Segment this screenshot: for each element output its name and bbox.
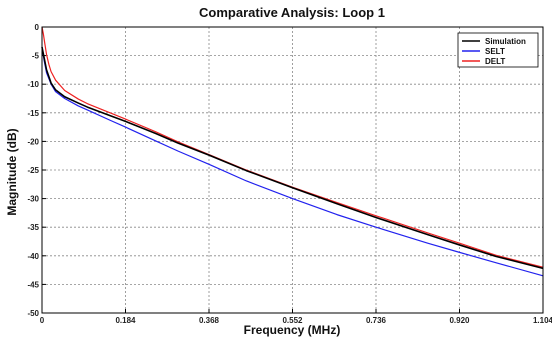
x-tick-label: 0.920 (449, 316, 470, 325)
y-tick-label: -30 (27, 195, 39, 204)
legend-box (457, 32, 539, 68)
series-line-delt (41, 26, 544, 268)
legend-label-delt: DELT (485, 57, 505, 66)
chart-title: Comparative Analysis: Loop 1 (199, 5, 385, 20)
x-tick-label: 0 (40, 316, 45, 325)
x-tick-label: 0.552 (282, 316, 303, 325)
legend-label-selt: SELT (485, 47, 505, 56)
y-tick-label: -40 (27, 252, 39, 261)
series-line-simulation (41, 46, 544, 270)
series-layer (41, 26, 544, 277)
x-tick-label: 0.368 (199, 316, 220, 325)
x-tick-label: 0.736 (366, 316, 387, 325)
y-tick-label: -25 (27, 166, 39, 175)
y-tick-label: -35 (27, 223, 39, 232)
y-tick-label: -10 (27, 80, 39, 89)
y-tick-label: -20 (27, 137, 39, 146)
x-axis-label: Frequency (MHz) (244, 323, 341, 337)
y-tick-label: -5 (32, 52, 40, 61)
axis-ticks: 0 0.184 0.368 0.552 0.736 0.920 1.104 0 -5 -10 -15… (27, 23, 552, 325)
y-tick-label: -50 (27, 309, 39, 318)
legend-label-simulation: Simulation (485, 37, 526, 46)
x-tick-label: 1.104 (533, 316, 552, 325)
x-tick-label: 0.184 (115, 316, 136, 325)
y-tick-label: 0 (35, 23, 40, 32)
y-axis-label: Magnitude (dB) (5, 128, 19, 215)
y-tick-label: -15 (27, 109, 39, 118)
y-tick-label: -45 (27, 280, 39, 289)
